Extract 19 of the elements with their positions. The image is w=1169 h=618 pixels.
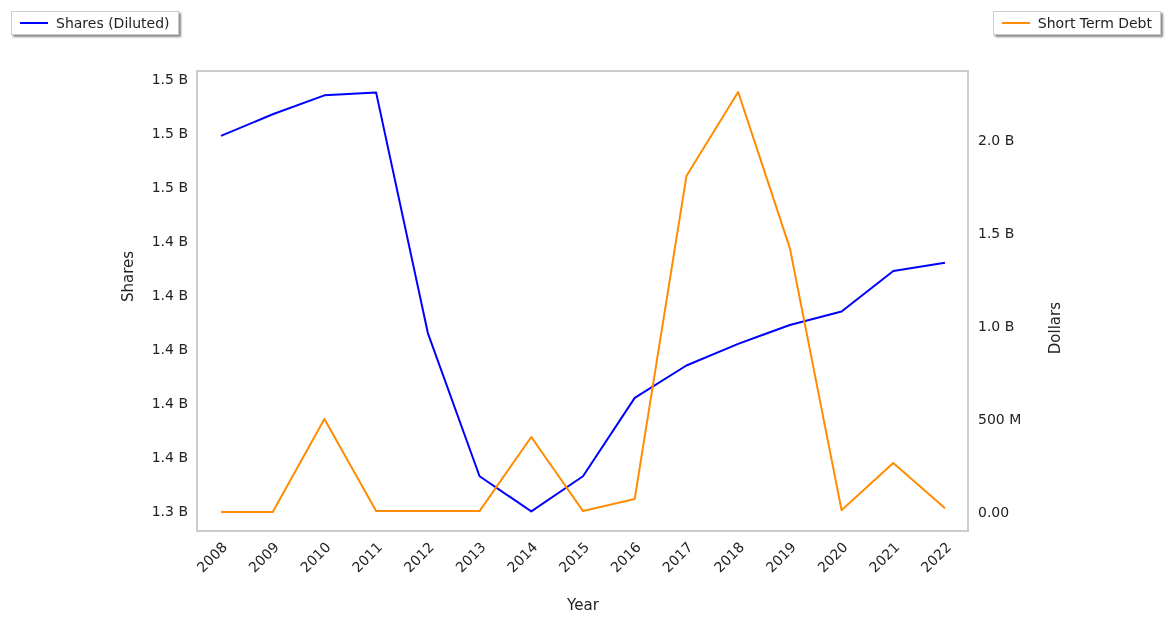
y2-tick-label: 500 M	[978, 410, 1022, 427]
legend-label: Shares (Diluted)	[56, 15, 170, 31]
legend-label: Short Term Debt	[1037, 15, 1152, 31]
y-tick-label: 1.5 B	[151, 179, 188, 196]
y-tick-label: 1.4 B	[151, 233, 188, 250]
y-axis-title: Shares	[119, 250, 138, 302]
y2-axis-title: Dollars	[1046, 301, 1065, 355]
y-tick-label: 1.3 B	[151, 503, 188, 520]
y-tick-label: 1.4 B	[151, 287, 188, 304]
y-tick-label: 1.4 B	[151, 395, 188, 412]
y2-tick-label: 1.0 B	[978, 317, 1015, 334]
y2-tick-label: 1.5 B	[978, 224, 1015, 241]
y-tick-label: 1.4 B	[151, 341, 188, 358]
x-axis-title: Year	[566, 596, 600, 614]
y-tick-label: 1.4 B	[151, 449, 188, 466]
y-tick-label: 1.5 B	[151, 125, 188, 142]
y-tick-label: 1.5 B	[151, 71, 188, 88]
y2-tick-label: 2.0 B	[978, 131, 1015, 148]
y2-tick-label: 0.00	[978, 503, 1010, 520]
